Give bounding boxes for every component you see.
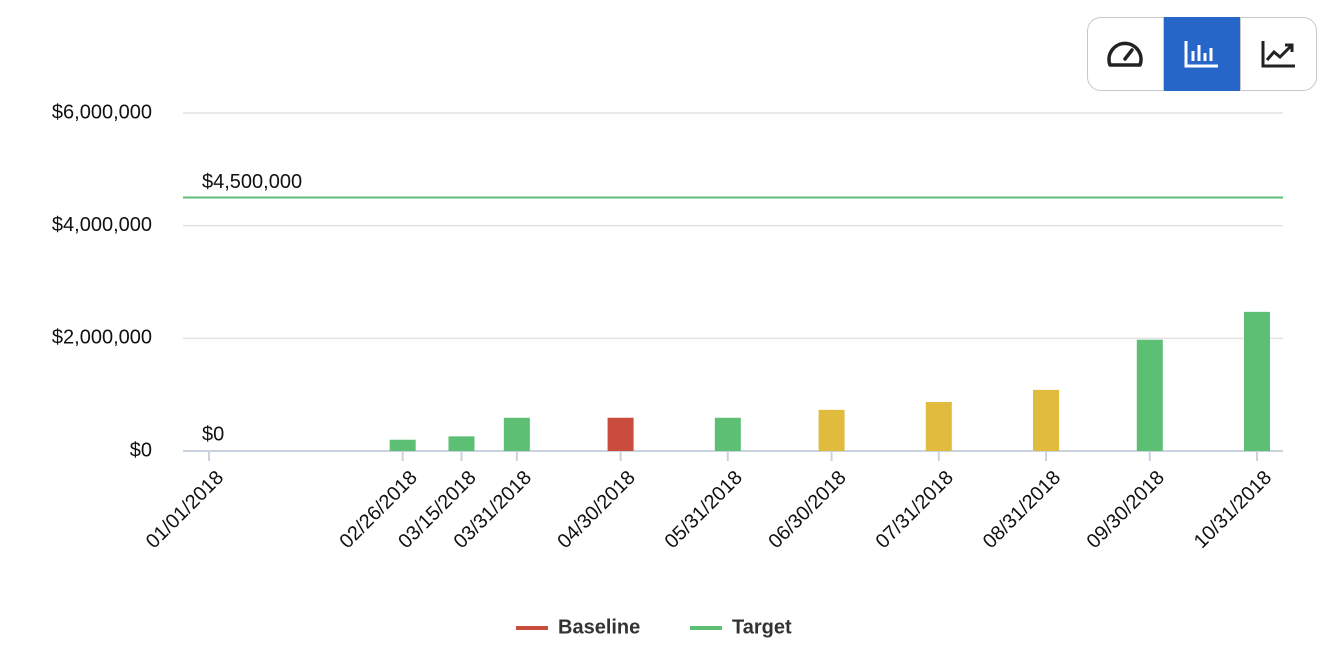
bar: [818, 409, 845, 451]
legend-label: Target: [732, 616, 792, 638]
line-icon: [1261, 41, 1295, 68]
view-toggle: [1087, 17, 1318, 91]
bar: [1033, 389, 1060, 451]
bar: [714, 417, 741, 451]
bar: [389, 439, 416, 451]
x-tick-label: 05/31/2018: [661, 467, 747, 553]
x-tick-label: 09/30/2018: [1083, 467, 1169, 553]
x-tick-label: 07/31/2018: [872, 467, 958, 553]
bar: [925, 401, 952, 451]
y-tick-label: $0: [130, 439, 152, 461]
bar: [503, 417, 530, 451]
y-tick-label: $2,000,000: [52, 327, 152, 349]
gauge-icon: [1107, 41, 1144, 67]
bar: [448, 436, 475, 451]
legend-label: Baseline: [558, 616, 640, 638]
x-tick-label: 04/30/2018: [553, 467, 639, 553]
y-tick-label: $6,000,000: [52, 101, 152, 123]
bar-icon: [1184, 41, 1218, 68]
y-tick-label: $4,000,000: [52, 214, 152, 236]
x-tick-label: 06/30/2018: [764, 467, 850, 553]
target-label: $4,500,000: [202, 171, 302, 193]
bar-view-button[interactable]: [1163, 17, 1241, 91]
bar: [1244, 311, 1270, 451]
data-label: $0: [202, 423, 224, 445]
bar: [1136, 339, 1163, 451]
x-tick-label: 01/01/2018: [142, 467, 228, 553]
x-tick-label: 08/31/2018: [979, 467, 1065, 553]
gauge-view-button[interactable]: [1087, 17, 1164, 91]
x-tick-label: 10/31/2018: [1190, 467, 1276, 553]
line-view-button[interactable]: [1240, 17, 1318, 91]
bar: [607, 417, 634, 451]
